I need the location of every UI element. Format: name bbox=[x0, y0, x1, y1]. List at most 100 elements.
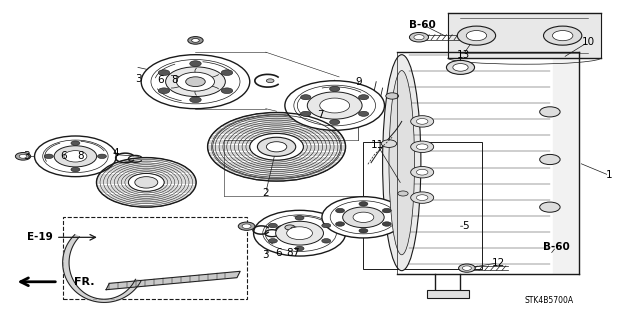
Text: 5: 5 bbox=[462, 221, 469, 231]
Circle shape bbox=[411, 141, 434, 152]
Circle shape bbox=[276, 221, 323, 245]
Circle shape bbox=[301, 95, 311, 100]
Circle shape bbox=[257, 137, 296, 156]
Circle shape bbox=[221, 70, 233, 76]
Circle shape bbox=[186, 77, 205, 86]
Circle shape bbox=[322, 197, 405, 238]
Circle shape bbox=[322, 223, 331, 228]
Circle shape bbox=[71, 167, 80, 172]
Circle shape bbox=[15, 152, 31, 160]
Circle shape bbox=[188, 37, 203, 44]
Circle shape bbox=[335, 208, 344, 213]
Text: 10: 10 bbox=[582, 37, 595, 47]
Circle shape bbox=[447, 60, 474, 74]
Text: B-60: B-60 bbox=[409, 19, 436, 30]
Circle shape bbox=[463, 266, 471, 270]
Text: 7: 7 bbox=[292, 248, 299, 258]
Polygon shape bbox=[397, 51, 579, 274]
Polygon shape bbox=[63, 235, 141, 302]
Circle shape bbox=[97, 154, 106, 159]
Text: 6: 6 bbox=[60, 151, 67, 161]
Circle shape bbox=[458, 26, 495, 45]
Circle shape bbox=[467, 31, 486, 41]
Text: 4: 4 bbox=[113, 148, 119, 158]
Circle shape bbox=[453, 63, 468, 71]
Circle shape bbox=[64, 151, 87, 162]
Text: 3: 3 bbox=[23, 151, 29, 161]
Circle shape bbox=[414, 35, 424, 40]
Text: 2: 2 bbox=[262, 188, 269, 198]
Circle shape bbox=[540, 202, 560, 212]
Circle shape bbox=[129, 174, 164, 191]
Ellipse shape bbox=[383, 55, 421, 271]
Circle shape bbox=[54, 146, 97, 167]
Circle shape bbox=[382, 208, 391, 213]
Circle shape bbox=[381, 140, 397, 147]
Circle shape bbox=[301, 111, 311, 116]
Circle shape bbox=[266, 79, 274, 83]
Text: STK4B5700A: STK4B5700A bbox=[524, 296, 573, 305]
Circle shape bbox=[268, 239, 277, 243]
Text: FR.: FR. bbox=[74, 277, 95, 287]
Circle shape bbox=[295, 216, 304, 220]
Circle shape bbox=[295, 246, 304, 251]
Text: 9: 9 bbox=[355, 77, 362, 87]
Text: 8: 8 bbox=[77, 151, 84, 161]
Circle shape bbox=[177, 72, 214, 91]
Circle shape bbox=[552, 31, 573, 41]
Circle shape bbox=[291, 227, 298, 231]
Circle shape bbox=[221, 88, 233, 93]
Circle shape bbox=[19, 154, 27, 158]
Circle shape bbox=[253, 210, 346, 256]
Circle shape bbox=[287, 227, 312, 240]
Circle shape bbox=[358, 95, 369, 100]
Circle shape bbox=[540, 107, 560, 117]
Circle shape bbox=[71, 141, 80, 145]
Circle shape bbox=[330, 86, 340, 92]
Circle shape bbox=[459, 264, 475, 272]
Circle shape bbox=[307, 92, 362, 119]
Text: 1: 1 bbox=[606, 170, 612, 180]
Circle shape bbox=[285, 225, 295, 230]
Circle shape bbox=[411, 116, 434, 127]
Circle shape bbox=[285, 81, 385, 130]
Bar bbox=[364, 142, 482, 269]
Circle shape bbox=[189, 61, 201, 66]
Circle shape bbox=[135, 177, 158, 188]
Text: 3: 3 bbox=[134, 73, 141, 84]
Text: 3: 3 bbox=[262, 250, 269, 260]
Circle shape bbox=[191, 39, 199, 42]
Circle shape bbox=[410, 33, 429, 42]
Circle shape bbox=[382, 222, 391, 226]
Text: 7: 7 bbox=[317, 110, 323, 120]
Circle shape bbox=[359, 202, 368, 206]
Circle shape bbox=[266, 142, 287, 152]
Text: 8: 8 bbox=[286, 248, 292, 258]
Circle shape bbox=[250, 133, 303, 160]
Circle shape bbox=[242, 224, 251, 228]
Circle shape bbox=[358, 111, 369, 116]
Circle shape bbox=[417, 144, 428, 150]
Text: B-60: B-60 bbox=[543, 242, 570, 252]
Circle shape bbox=[417, 169, 428, 175]
Ellipse shape bbox=[389, 70, 415, 255]
Circle shape bbox=[543, 26, 582, 45]
Polygon shape bbox=[106, 271, 240, 290]
Circle shape bbox=[268, 223, 277, 228]
Circle shape bbox=[158, 70, 170, 76]
Circle shape bbox=[411, 192, 434, 203]
Text: 12: 12 bbox=[492, 258, 506, 268]
Circle shape bbox=[44, 154, 53, 159]
Circle shape bbox=[322, 239, 331, 243]
Text: 6: 6 bbox=[275, 248, 282, 258]
Text: 11: 11 bbox=[371, 140, 384, 150]
Circle shape bbox=[359, 228, 368, 233]
Circle shape bbox=[353, 212, 374, 222]
Circle shape bbox=[411, 167, 434, 178]
Circle shape bbox=[330, 120, 340, 125]
Bar bbox=[63, 217, 247, 299]
Text: 6: 6 bbox=[157, 75, 164, 85]
Circle shape bbox=[342, 207, 384, 228]
Circle shape bbox=[238, 222, 255, 230]
Circle shape bbox=[141, 55, 250, 109]
